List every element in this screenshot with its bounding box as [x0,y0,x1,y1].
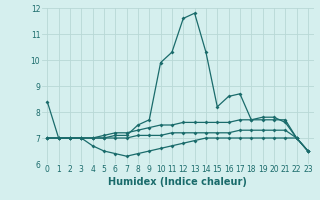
X-axis label: Humidex (Indice chaleur): Humidex (Indice chaleur) [108,177,247,187]
